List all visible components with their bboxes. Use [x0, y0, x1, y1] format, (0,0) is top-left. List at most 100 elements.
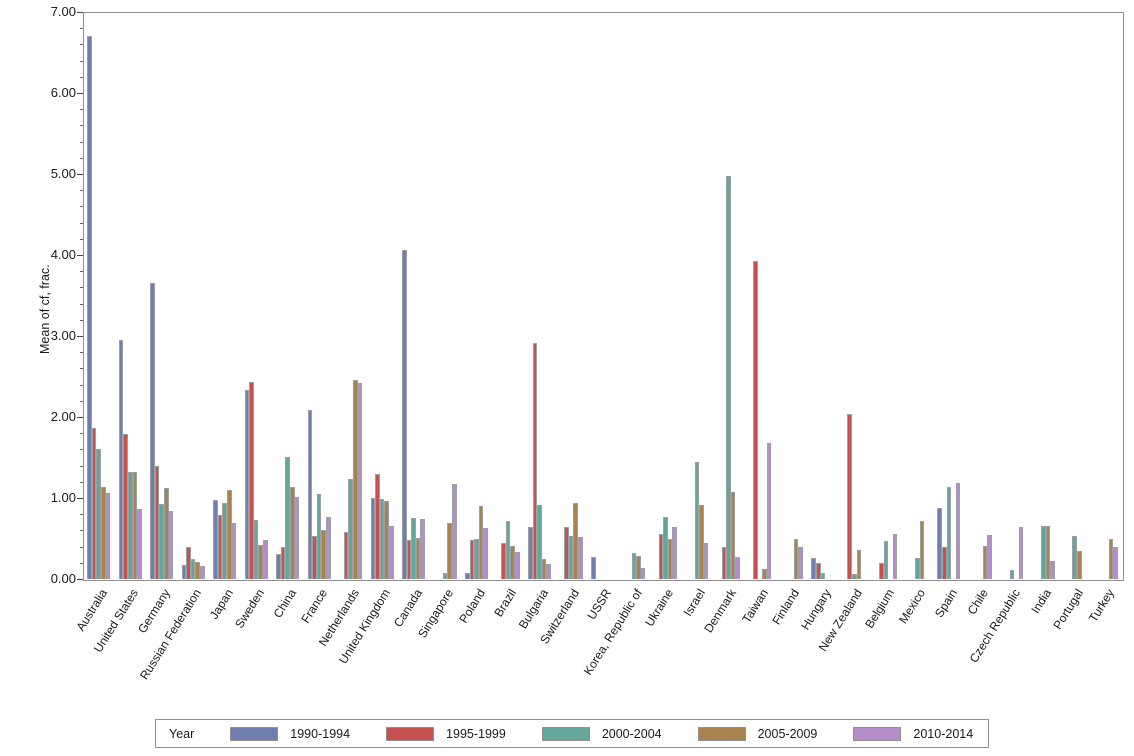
bar	[137, 509, 142, 579]
bar	[483, 527, 489, 579]
y-major-tick	[77, 417, 83, 418]
y-major-tick	[77, 498, 83, 499]
bar	[528, 527, 533, 579]
legend-item: 1990-1994	[230, 726, 350, 741]
bar	[505, 521, 511, 579]
y-tick-label: 4.00	[50, 247, 76, 262]
bar	[636, 555, 641, 579]
bar	[348, 478, 353, 579]
bar	[375, 473, 380, 579]
bar	[699, 505, 704, 579]
bar	[703, 542, 709, 579]
bar	[132, 472, 138, 579]
bar	[878, 562, 884, 579]
bar	[127, 472, 133, 579]
bar	[321, 529, 327, 579]
bar	[402, 250, 407, 579]
legend-label: 2005-2009	[757, 726, 818, 741]
bar	[915, 557, 920, 579]
bar	[294, 497, 300, 579]
y-minor-tick	[80, 400, 83, 402]
bar	[919, 521, 925, 579]
y-minor-tick	[80, 368, 83, 370]
bar	[591, 557, 596, 579]
bar	[1072, 536, 1078, 579]
y-minor-tick	[80, 271, 83, 273]
bar	[820, 573, 826, 579]
bar	[982, 545, 988, 579]
legend-swatch	[230, 726, 279, 741]
y-minor-tick	[80, 530, 83, 532]
bar	[231, 523, 237, 579]
bar	[667, 538, 673, 579]
legend-item: 2000-2004	[541, 726, 662, 741]
legend-items: 1990-1994 1995-1999 2000-2004 2005-2009 2010…	[194, 726, 973, 741]
bar	[631, 553, 637, 579]
bar	[181, 565, 187, 579]
bar	[190, 558, 196, 579]
y-minor-tick	[80, 190, 83, 192]
bar	[415, 537, 421, 579]
y-tick-label: 7.00	[50, 4, 76, 19]
bar	[815, 562, 821, 579]
bar	[343, 532, 349, 579]
bar	[352, 379, 358, 579]
bar	[154, 466, 160, 579]
bar	[469, 540, 475, 579]
y-minor-tick	[80, 28, 83, 30]
y-minor-tick	[80, 384, 83, 386]
bar	[87, 36, 92, 579]
y-minor-tick	[80, 465, 83, 467]
bar	[577, 536, 583, 579]
y-minor-tick	[80, 481, 83, 483]
bar	[312, 536, 317, 579]
bar	[987, 535, 992, 579]
y-minor-tick	[80, 433, 83, 435]
y-major-tick	[77, 579, 83, 580]
bar	[316, 493, 322, 579]
legend-title: Year	[169, 726, 195, 741]
y-minor-tick	[80, 125, 83, 127]
bar	[1113, 546, 1118, 579]
y-minor-tick	[80, 76, 83, 78]
bar	[937, 507, 942, 579]
bar	[249, 382, 254, 579]
bar	[672, 527, 677, 579]
bar	[753, 261, 758, 579]
bar	[195, 561, 201, 579]
bar	[420, 519, 426, 579]
bar	[663, 516, 668, 579]
bar	[640, 568, 646, 579]
bar	[164, 488, 169, 579]
bar	[159, 503, 164, 579]
bar	[1018, 527, 1024, 579]
bar	[96, 449, 102, 579]
bar	[946, 487, 952, 579]
bar	[244, 390, 250, 579]
bar	[447, 523, 452, 579]
bar	[389, 525, 394, 579]
y-tick-label: 1.00	[50, 490, 76, 505]
y-minor-tick	[80, 352, 83, 354]
bar	[766, 442, 772, 579]
y-minor-tick	[80, 319, 83, 321]
y-major-tick	[77, 336, 83, 337]
legend-swatch	[853, 726, 902, 741]
bar	[721, 547, 727, 579]
bar	[370, 498, 376, 579]
y-minor-tick	[80, 238, 83, 240]
bar	[263, 540, 268, 579]
bar	[798, 547, 803, 579]
y-minor-tick	[80, 60, 83, 62]
legend-swatch	[697, 726, 746, 741]
bar	[200, 566, 205, 579]
y-minor-tick	[80, 157, 83, 159]
y-tick-label: 6.00	[50, 85, 76, 100]
bar	[514, 552, 520, 579]
bar	[1108, 538, 1114, 579]
bar	[478, 506, 484, 579]
bar	[474, 539, 479, 579]
bar	[726, 175, 731, 579]
bar	[276, 553, 281, 579]
